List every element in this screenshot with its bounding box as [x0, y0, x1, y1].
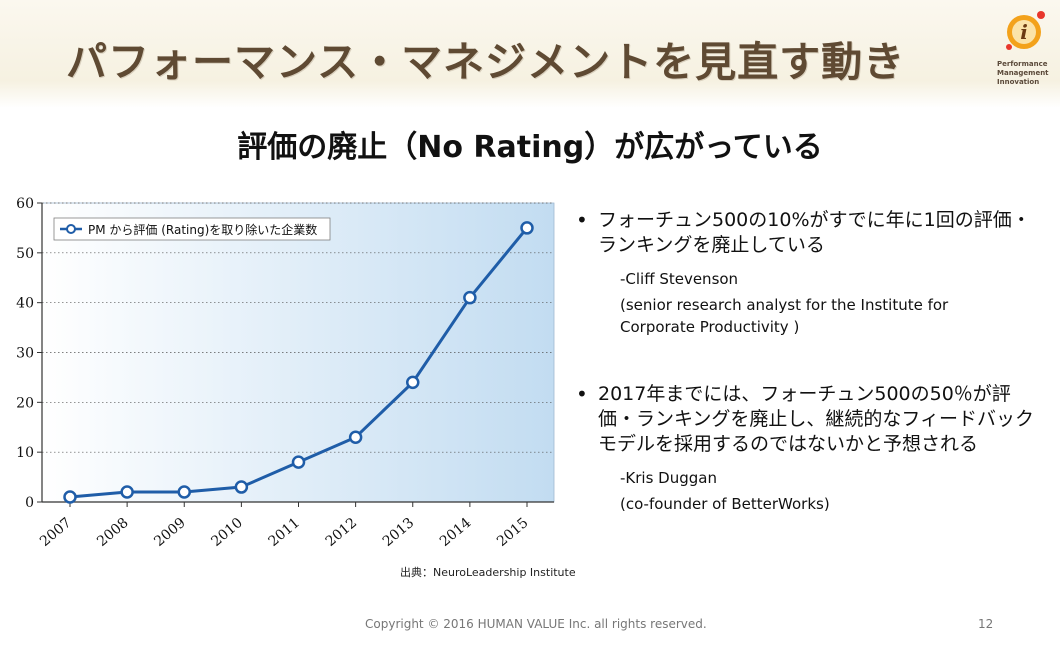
x-tick-label: 2007 [37, 515, 75, 550]
x-tick-label: 2011 [265, 515, 303, 550]
x-tick-label: 2010 [208, 515, 246, 550]
y-tick-label: 60 [16, 196, 34, 212]
x-tick-label: 2008 [94, 515, 132, 550]
data-point [463, 290, 477, 305]
data-point [291, 455, 306, 469]
data-point [120, 485, 134, 499]
legend-marker-swatch [66, 224, 76, 234]
bullet-item: • 2017年までには、フォーチュン500の50％が評価・ランキングを廃止し、継… [576, 382, 1046, 457]
y-tick-label: 40 [16, 296, 34, 312]
logo-text: Performance Management Innovation [997, 60, 1055, 87]
legend: PM から評価 (Rating)を取り除いた企業数 [53, 217, 331, 241]
bullet-text: フォーチュン500の10%がすでに年に1回の評価・ランキングを廃止している [598, 209, 1031, 256]
y-tick-label: 50 [16, 246, 34, 262]
y-tick-label: 10 [16, 445, 34, 461]
bullet-marker: • [576, 382, 588, 406]
x-tick-label: 2009 [151, 515, 189, 550]
chart: 0 10 20 30 40 50 60 2007 2008 2009 2010 2011 2012 20… [0, 190, 570, 580]
logo-line: Management [997, 69, 1049, 77]
copyright-footer: Copyright © 2016 HUMAN VALUE Inc. all ri… [365, 617, 707, 631]
data-point [234, 480, 249, 494]
y-tick-label: 20 [16, 395, 34, 411]
attribution-role: (senior research analyst for the Institu… [620, 296, 949, 336]
bullet-text: 2017年までには、フォーチュン500の50％が評価・ランキングを廃止し、継続的… [598, 383, 1035, 455]
y-tick-label: 30 [16, 346, 34, 362]
x-tick-label: 2013 [380, 515, 418, 550]
page-number: 12 [978, 617, 994, 631]
x-tick-label: 2014 [437, 515, 475, 550]
y-tick-label: 0 [25, 495, 34, 511]
legend-box [53, 217, 331, 241]
data-point [406, 375, 420, 390]
line-chart: 0 10 20 30 40 50 60 2007 2008 2009 2010 2011 2012 20… [16, 196, 555, 550]
attribution-role: (co-founder of BetterWorks) [620, 495, 830, 513]
logo-letter: i [1020, 20, 1028, 44]
attribution-name: -Cliff Stevenson [620, 270, 739, 288]
logo-line: Innovation [997, 78, 1040, 86]
slide-subtitle: 評価の廃止（No Rating）が広がっている [237, 130, 823, 165]
chart-source: 出典：NeuroLeadership Institute [400, 566, 576, 579]
data-point [348, 430, 363, 444]
header-band [0, 0, 1060, 108]
data-point [177, 485, 191, 499]
x-tick-label: 2015 [494, 515, 532, 550]
company-logo: i Performance Management Innovation [995, 6, 1053, 92]
logo-mark-icon: i [1006, 11, 1045, 50]
data-point [520, 221, 534, 235]
bullet-item: • フォーチュン500の10%がすでに年に1回の評価・ランキングを廃止している [576, 208, 1046, 258]
bullet-list: • フォーチュン500の10%がすでに年に1回の評価・ランキングを廃止している … [576, 208, 1046, 515]
logo-line: Performance [997, 60, 1048, 68]
x-tick-label: 2012 [323, 515, 361, 550]
legend-label: PM から評価 (Rating)を取り除いた企業数 [88, 222, 317, 237]
data-point [63, 490, 77, 504]
bullet-marker: • [576, 208, 588, 232]
attribution-name: -Kris Duggan [620, 469, 717, 487]
slide-title: パフォーマンス・マネジメントを見直す動き [66, 38, 906, 86]
